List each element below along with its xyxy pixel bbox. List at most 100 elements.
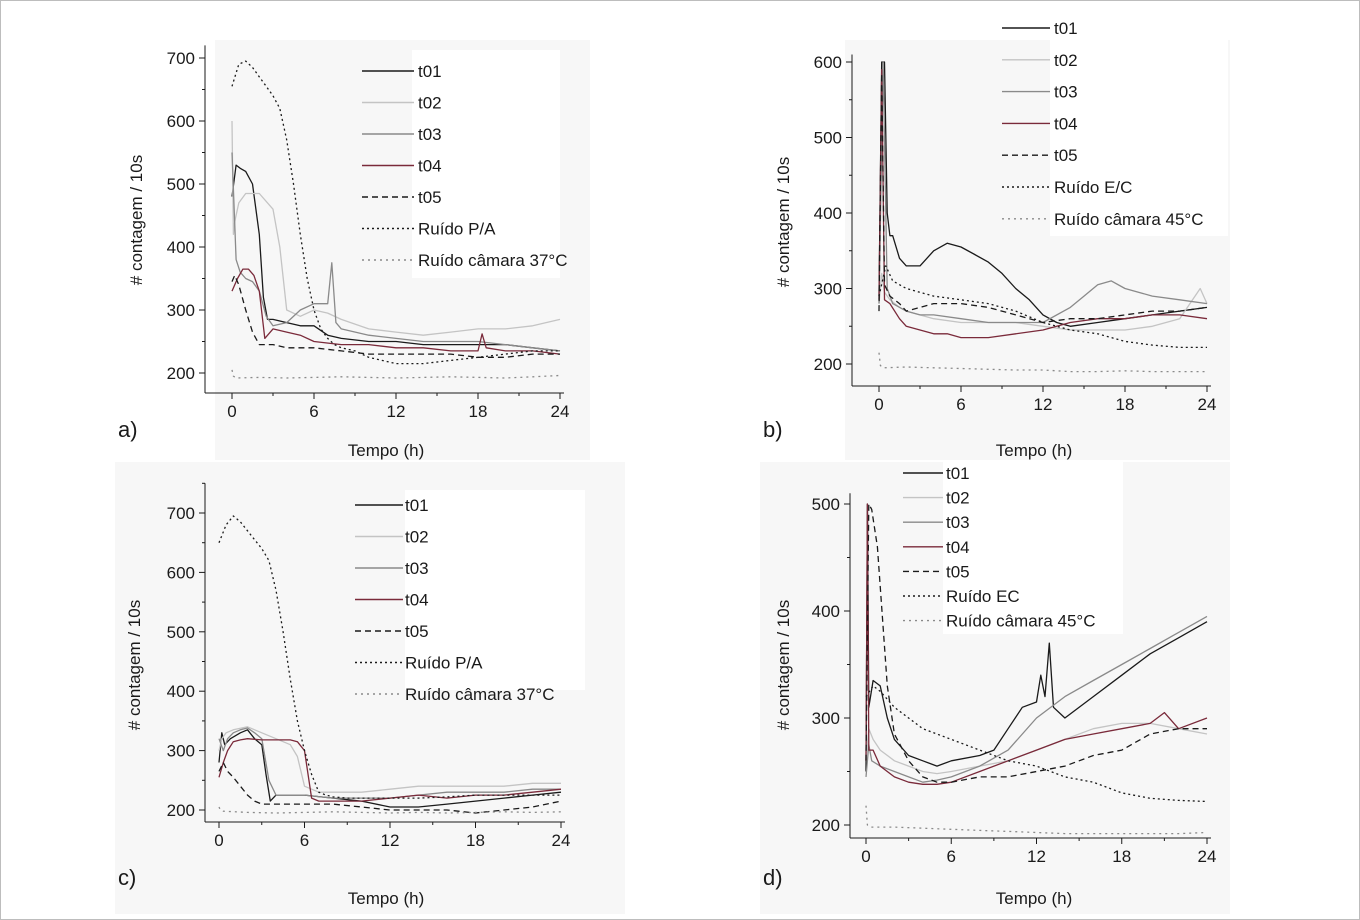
y-tick-label: 500 — [812, 495, 840, 514]
series-line-ru-do-c-mara-45-c — [865, 805, 1208, 835]
y-tick-label: 400 — [167, 238, 195, 257]
series-line-t03 — [218, 727, 561, 799]
legend-entry: t03 — [418, 125, 442, 144]
y-tick-label: 700 — [167, 504, 195, 523]
y-tick-label: 200 — [814, 355, 842, 374]
legend-entry: t05 — [1054, 146, 1078, 165]
x-tick-label: 0 — [861, 847, 870, 866]
chart-panel-1: 200 300 400 500 600 700 0 6 12 18 24 Tempo (h) # con… — [118, 40, 590, 460]
y-tick-label: 200 — [812, 816, 840, 835]
legend-entry: t05 — [405, 622, 429, 641]
legend-entry: t04 — [418, 157, 442, 176]
legend-background — [412, 50, 560, 278]
legend-entry: Ruído P/A — [418, 220, 496, 239]
series-line-t02 — [231, 120, 561, 336]
y-axis-label: # contagem / 10s — [127, 155, 146, 285]
chart-panel-4: 200 300 400 500 0 6 12 18 24 Tempo (h) # contagem … — [760, 462, 1230, 914]
x-tick-label: 24 — [1198, 847, 1217, 866]
series-line-t02 — [218, 726, 561, 793]
legend-background — [405, 490, 585, 690]
legend-entry: t04 — [1054, 114, 1078, 133]
series-line-ru-do-e-c — [878, 265, 1207, 349]
legend-entry: Ruído P/A — [405, 654, 483, 673]
legend-entry: t01 — [418, 62, 442, 81]
x-tick-label: 24 — [552, 831, 571, 850]
y-tick-label: 600 — [167, 563, 195, 582]
legend-entry: t02 — [418, 94, 442, 113]
x-tick-label: 18 — [469, 402, 488, 421]
panel-letter: d) — [763, 865, 783, 890]
y-tick-label: 400 — [814, 204, 842, 223]
legend-entry: t03 — [946, 513, 970, 532]
y-tick-label: 300 — [812, 709, 840, 728]
panel-letter: b) — [763, 417, 783, 442]
series-line-t04 — [231, 268, 561, 355]
legend-entry: Ruído câmara 45°C — [1054, 210, 1203, 229]
x-tick-label: 6 — [947, 847, 956, 866]
legend-entry: Ruído EC — [946, 587, 1020, 606]
x-tick-label: 0 — [227, 402, 236, 421]
x-tick-label: 0 — [874, 395, 883, 414]
legend-entry: t02 — [405, 528, 429, 547]
series-line-t03 — [878, 61, 1208, 324]
legend-entry: t04 — [946, 538, 970, 557]
legend-entry: t01 — [946, 464, 970, 483]
y-tick-label: 500 — [167, 175, 195, 194]
y-tick-label: 500 — [814, 129, 842, 148]
legend-entry: Ruído câmara 37°C — [405, 685, 554, 704]
x-tick-label: 12 — [1027, 847, 1046, 866]
legend-entry: Ruído câmara 37°C — [418, 251, 567, 270]
x-tick-label: 18 — [1112, 847, 1131, 866]
panel-letter: a) — [118, 417, 138, 442]
series-line-t01 — [231, 164, 561, 352]
chart-panel-2: 200 300 400 500 600 0 6 12 18 24 Tempo (h) # contag… — [763, 14, 1230, 460]
series-line-ru-do-c-mara-45-c — [878, 352, 1207, 373]
series-line-t04 — [865, 503, 1208, 785]
x-tick-label: 12 — [1034, 395, 1053, 414]
y-tick-label: 200 — [167, 801, 195, 820]
y-axis-label: # contagem / 10s — [774, 600, 793, 730]
series-line-t01 — [878, 61, 1208, 327]
series-line-t05 — [865, 503, 1207, 783]
legend-entry: t04 — [405, 591, 429, 610]
legend-entry: t05 — [946, 562, 970, 581]
x-tick-label: 12 — [387, 402, 406, 421]
x-axis-label: Tempo (h) — [348, 889, 425, 908]
x-tick-label: 6 — [956, 395, 965, 414]
x-tick-label: 18 — [1116, 395, 1135, 414]
y-tick-label: 500 — [167, 623, 195, 642]
series-line-t02 — [865, 722, 1208, 775]
x-tick-label: 12 — [381, 831, 400, 850]
legend-entry: t01 — [1054, 19, 1078, 38]
legend-entry: t01 — [405, 496, 429, 515]
series-line-t01 — [865, 503, 1208, 772]
y-tick-label: 700 — [167, 49, 195, 68]
series-line-t04 — [878, 68, 1208, 339]
y-axis-label: # contagem / 10s — [774, 157, 793, 287]
series-line-t03 — [865, 615, 1208, 783]
legend-background — [1050, 14, 1228, 236]
legend-entry: Ruído câmara 45°C — [946, 612, 1095, 631]
y-axis-label: # contagem / 10s — [125, 600, 144, 730]
legend-entry: t02 — [1054, 51, 1078, 70]
panel-letter: c) — [118, 865, 136, 890]
y-tick-label: 600 — [814, 53, 842, 72]
legend-entry: t02 — [946, 489, 970, 508]
legend-background — [943, 462, 1123, 634]
x-tick-label: 24 — [1198, 395, 1217, 414]
x-tick-label: 24 — [551, 402, 570, 421]
x-axis-label: Tempo (h) — [996, 889, 1073, 908]
series-line-t03 — [231, 152, 561, 352]
y-tick-label: 300 — [167, 742, 195, 761]
x-tick-label: 18 — [466, 831, 485, 850]
y-tick-label: 200 — [167, 364, 195, 383]
x-tick-label: 6 — [309, 402, 318, 421]
legend-entry: t05 — [418, 188, 442, 207]
y-tick-label: 400 — [167, 682, 195, 701]
x-tick-label: 6 — [300, 831, 309, 850]
series-line-t05 — [878, 72, 1208, 324]
y-tick-label: 400 — [812, 602, 840, 621]
y-tick-label: 600 — [167, 112, 195, 131]
x-tick-label: 0 — [214, 831, 223, 850]
chart-panel-3: 200 300 400 500 600 700 0 6 12 18 24 Tempo (h) # con… — [115, 462, 625, 914]
